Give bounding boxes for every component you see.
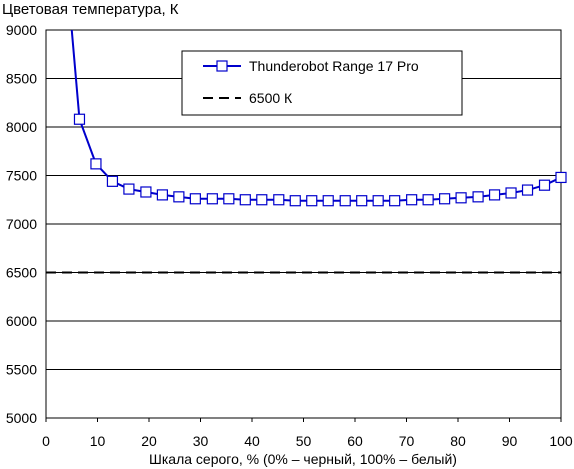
data-point-14 — [289, 195, 301, 207]
x-tick-label-8: 80 — [450, 433, 466, 449]
x-tick-label-6: 60 — [347, 433, 363, 449]
data-point-23 — [439, 193, 451, 205]
x-tick-label-2: 20 — [141, 433, 157, 449]
data-point-3 — [106, 175, 119, 187]
x-tick-label-9: 90 — [502, 433, 518, 449]
data-point-22 — [422, 194, 434, 206]
y-tick-label-2: 6000 — [6, 313, 37, 329]
data-point-29 — [538, 179, 551, 191]
data-point-27 — [505, 187, 517, 199]
y-axis-ticks: 5000 5500 6000 6500 7000 7500 8000 8500 9000 — [6, 22, 37, 426]
data-point-12 — [256, 194, 268, 206]
data-point-1 — [73, 113, 86, 125]
data-point-30 — [555, 171, 567, 184]
data-point-17 — [339, 195, 351, 207]
data-point-10 — [223, 193, 235, 205]
data-point-2 — [90, 158, 102, 170]
x-axis-label: Шкала серого, % (0% – черный, 100% – бел… — [149, 451, 457, 467]
y-tick-label-5: 7500 — [6, 168, 37, 184]
series-layer — [46, 29, 567, 274]
x-tick-label-10: 100 — [549, 433, 573, 449]
data-point-5 — [140, 186, 152, 198]
data-point-8 — [189, 193, 201, 205]
data-point-19 — [372, 195, 384, 207]
y-tick-label-6: 8000 — [6, 119, 37, 135]
data-point-21 — [406, 194, 418, 206]
data-point-7 — [173, 191, 185, 203]
legend-marker-series-1 — [216, 60, 228, 72]
data-point-4 — [123, 183, 135, 195]
legend-label-series-2: 6500 К — [249, 90, 293, 106]
data-point-28 — [521, 184, 534, 196]
data-point-13 — [273, 194, 285, 206]
y-tick-label-1: 5500 — [6, 362, 37, 378]
y-tick-label-8: 9000 — [6, 22, 37, 38]
x-tick-label-1: 10 — [90, 433, 106, 449]
legend-label-series-1: Thunderobot Range 17 Pro — [249, 58, 419, 74]
data-point-26 — [488, 189, 501, 201]
y-tick-label-3: 6500 — [6, 265, 37, 281]
x-tick-label-5: 50 — [296, 433, 312, 449]
y-tick-label-0: 5000 — [6, 410, 37, 426]
legend: Thunderobot Range 17 Pro 6500 К — [181, 50, 463, 116]
data-point-6 — [156, 189, 168, 201]
x-tick-label-3: 30 — [193, 433, 209, 449]
data-point-16 — [322, 195, 334, 207]
grid-lines — [46, 78, 561, 370]
data-point-25 — [472, 191, 484, 203]
chart-title: Цветовая температура, К — [2, 1, 179, 18]
data-point-15 — [306, 195, 318, 207]
data-point-24 — [455, 192, 467, 204]
x-tick-label-0: 0 — [42, 433, 50, 449]
data-point-20 — [389, 195, 401, 207]
data-point-18 — [356, 195, 368, 207]
data-point-9 — [206, 193, 218, 205]
data-point-11 — [239, 194, 251, 206]
x-tick-label-4: 40 — [244, 433, 260, 449]
y-tick-label-7: 8500 — [6, 71, 37, 87]
y-tick-label-4: 7000 — [6, 216, 37, 232]
legend-box — [181, 50, 463, 116]
x-axis-ticks: 0 10 20 30 40 50 60 70 80 90 100 — [42, 418, 573, 449]
x-tick-label-7: 70 — [399, 433, 415, 449]
plot-frame — [45, 29, 562, 419]
